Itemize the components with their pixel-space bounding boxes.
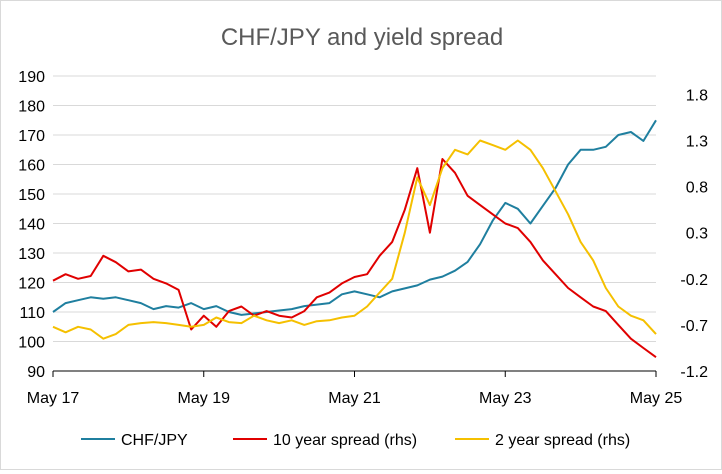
- chart-title: CHF/JPY and yield spread: [221, 24, 503, 51]
- y-right-tick-label: 0.3: [686, 226, 708, 243]
- y-right-tick-label: -1.2: [680, 364, 708, 381]
- series-line-1: [52, 119, 657, 316]
- y-left-tick-label: 90: [27, 364, 45, 381]
- y-right-tick-label: 1.8: [686, 87, 708, 104]
- x-tick-label: May 21: [328, 390, 381, 407]
- legend-label: CHF/JPY: [121, 432, 188, 449]
- y-left-tick-label: 120: [18, 276, 45, 293]
- y-left-tick-label: 100: [18, 335, 45, 352]
- legend-label: 2 year spread (rhs): [495, 432, 630, 449]
- y-left-tick-label: 160: [18, 158, 45, 175]
- y-right-tick-label: -0.7: [680, 318, 708, 335]
- legend: CHF/JPY 10 year spread (rhs) 2 year spread…: [81, 432, 630, 449]
- y-right-tick-label: 1.3: [686, 134, 708, 151]
- x-tick-label: May 19: [178, 390, 231, 407]
- y-left-tick-label: 170: [18, 128, 45, 145]
- legend-label: 10 year spread (rhs): [273, 432, 417, 449]
- x-tick-label: May 25: [630, 390, 683, 407]
- x-tick-label: May 17: [27, 390, 80, 407]
- y-left-tick-label: 190: [18, 69, 45, 86]
- y-right-tick-label: -0.2: [680, 272, 708, 289]
- y-left-tick-label: 150: [18, 187, 45, 204]
- series-line-3: [52, 139, 657, 340]
- axes: 90 100 110 120 130 140 150 160 170 180 190 -1.2 -0.7…: [18, 69, 708, 407]
- y-left-tick-label: 130: [18, 246, 45, 263]
- y-left-tick-label: 110: [19, 305, 45, 322]
- series-lines: [52, 119, 657, 359]
- series-line-2: [52, 158, 657, 359]
- gridlines: [53, 75, 656, 342]
- y-right-tick-label: 0.8: [686, 180, 708, 197]
- y-left-tick-label: 180: [18, 99, 45, 116]
- x-tick-label: May 23: [479, 390, 532, 407]
- y-left-tick-label: 140: [18, 217, 45, 234]
